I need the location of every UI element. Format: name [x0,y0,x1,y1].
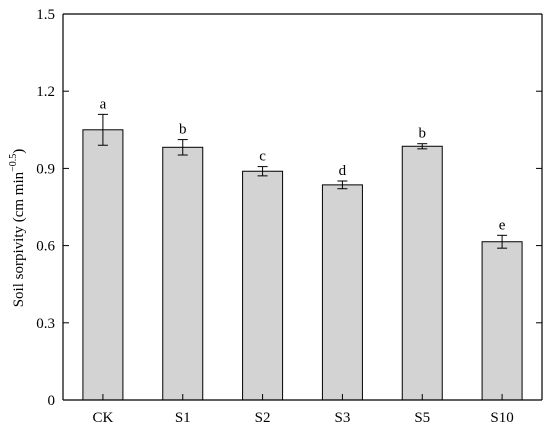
y-axis-label: Soil sorpivity (cm min−0.5) [8,149,27,308]
y-tick-label: 0 [48,393,56,409]
x-tick-label-s5: S5 [414,410,430,426]
bar-s2 [242,170,284,401]
significance-label-s2: c [259,149,266,165]
x-tick-label-s1: S1 [175,410,191,426]
y-axis-label-superscript: −0.5 [8,154,19,172]
bar-s5 [401,145,443,401]
significance-label-s5: b [419,126,427,142]
y-axis-label-close: ) [11,149,27,154]
x-tick-label-s2: S2 [255,410,271,426]
significance-label-ck: a [100,96,107,112]
x-tick-label-ck: CK [92,410,113,426]
y-tick-label: 1.5 [36,7,55,23]
y-tick-label: 1.2 [36,84,55,100]
bar-s10 [481,241,523,401]
bar-ck [82,129,124,401]
y-tick-label: 0.3 [36,316,55,332]
significance-label-s1: b [179,122,187,138]
y-tick-label: 0.9 [36,161,55,177]
bar-s1 [162,146,204,401]
significance-label-s3: d [339,163,347,179]
x-axis: CK S1 S2 S3 S5 S10 [92,394,514,426]
y-tick-label: 0.6 [36,239,55,255]
bars-layer [82,129,523,401]
x-tick-label-s3: S3 [334,410,350,426]
significance-labels-layer: a b c d b e [100,96,506,233]
y-axis: 0 0.3 0.6 0.9 1.2 1.5 [36,7,542,409]
bar-s3 [321,184,363,401]
error-bars-layer [97,113,508,249]
x-tick-label-s10: S10 [490,410,513,426]
significance-label-s10: e [499,217,506,233]
y-axis-label-main: Soil sorpivity (cm min [11,171,27,307]
